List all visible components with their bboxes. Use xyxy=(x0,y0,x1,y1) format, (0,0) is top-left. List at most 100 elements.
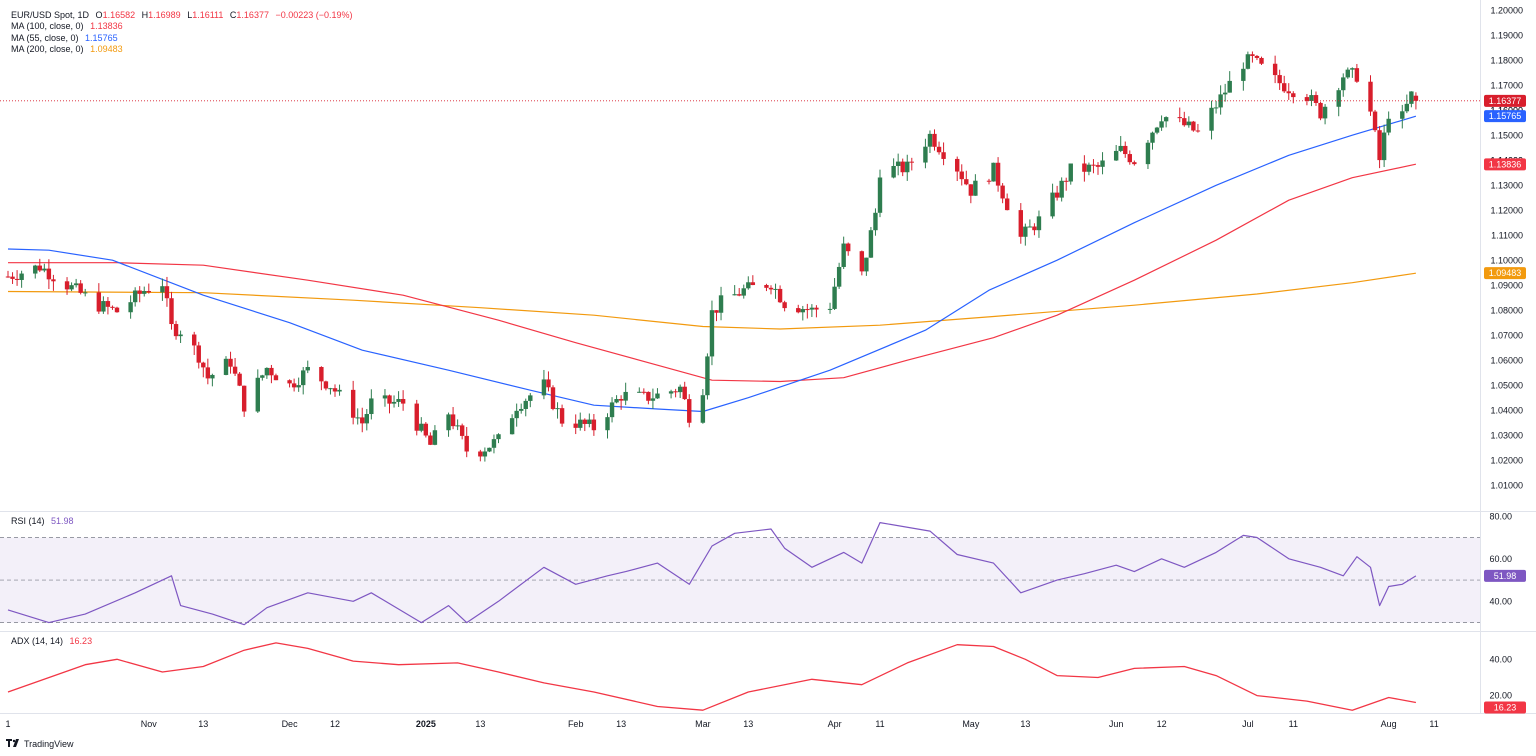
candle-body xyxy=(414,403,419,431)
time-tick-label: 1 xyxy=(5,719,10,729)
candle-body xyxy=(1350,68,1355,70)
candle-body xyxy=(800,309,805,313)
candle-body xyxy=(291,383,297,388)
candle-body xyxy=(841,243,846,267)
candle-body xyxy=(805,309,810,311)
candle-body xyxy=(101,301,106,312)
candle-body xyxy=(128,302,133,313)
candle-body xyxy=(446,414,451,431)
low-label: L xyxy=(187,10,193,20)
time-tick-label: May xyxy=(962,719,980,729)
candle-body xyxy=(1132,162,1137,165)
time-tick-label: Mar xyxy=(695,719,711,729)
candle-body xyxy=(955,158,960,172)
candle-body xyxy=(932,133,937,147)
candle-body xyxy=(323,381,329,389)
candle-body xyxy=(110,306,115,308)
time-tick-label: 13 xyxy=(1020,719,1030,729)
tradingview-brand[interactable]: TradingView xyxy=(6,739,74,749)
candle-body xyxy=(96,292,102,312)
adx-value-tag-bg xyxy=(1484,701,1526,714)
price-tick-label: 1.11000 xyxy=(1491,230,1523,240)
candle-body xyxy=(895,161,901,166)
adx-line xyxy=(7,642,1417,711)
price-tick-label: 1.02000 xyxy=(1490,455,1523,465)
ma55-value: 1.15765 xyxy=(85,32,118,43)
candle-body xyxy=(482,451,488,457)
candle-body xyxy=(1059,180,1064,198)
candle-body xyxy=(146,290,151,293)
adx-legend[interactable]: ADX (14, 14) 16.23 xyxy=(11,636,92,646)
price-tick-label: 1.07000 xyxy=(1490,330,1523,340)
candle-body xyxy=(714,310,719,313)
price-tick-label: 1.04000 xyxy=(1490,405,1523,415)
candle-body xyxy=(464,435,469,452)
candle-body xyxy=(868,230,874,258)
candle-body xyxy=(546,379,551,388)
ma55-price-tag-bg xyxy=(1484,110,1526,123)
price-tick-label: 1.01000 xyxy=(1490,480,1523,490)
candle-body xyxy=(69,285,74,290)
time-tick-label: 13 xyxy=(198,719,208,729)
candle-body xyxy=(400,398,406,404)
candle-body xyxy=(1336,90,1341,107)
candle-body xyxy=(1145,142,1151,165)
candle-body xyxy=(509,418,515,435)
candle-body xyxy=(1000,185,1005,199)
candle-body xyxy=(1182,118,1187,126)
candle-body xyxy=(550,387,556,409)
candle-body xyxy=(1213,107,1219,109)
candle-body xyxy=(796,308,801,313)
time-tick-label: Jun xyxy=(1109,719,1124,729)
candle-body xyxy=(1409,91,1414,104)
ma100-value: 1.13836 xyxy=(90,21,123,32)
candle-body xyxy=(864,257,869,272)
rsi-value-tag: 51.98 xyxy=(1494,571,1517,581)
rsi-legend[interactable]: RSI (14) 51.98 xyxy=(11,516,74,526)
candle-body xyxy=(360,417,365,424)
ma200-legend[interactable]: MA (200, close, 0) 1.09483 xyxy=(11,44,353,55)
candle-body xyxy=(1159,121,1164,128)
symbol-label[interactable]: EUR/USD Spot, 1D xyxy=(11,10,90,20)
candle-body xyxy=(382,395,388,399)
candle-body xyxy=(677,386,683,393)
rsi-band xyxy=(0,537,1480,623)
change-value: −0.00223 (−0.19%) xyxy=(275,10,353,20)
candle-body xyxy=(301,370,306,386)
price-tick-label: 1.15000 xyxy=(1490,130,1523,140)
candle-body xyxy=(559,408,565,424)
candle-body xyxy=(1082,163,1087,172)
rsi-label: RSI (14) xyxy=(11,516,45,526)
candle-body xyxy=(1404,103,1410,112)
time-tick-label: 12 xyxy=(1157,719,1167,729)
candle-body xyxy=(201,362,206,368)
candle-body xyxy=(1282,83,1287,92)
price-tick-label: 1.03000 xyxy=(1490,430,1523,440)
candle-body xyxy=(700,395,706,423)
candle-body xyxy=(1250,54,1255,56)
candle-body xyxy=(5,276,11,278)
price-tick-label: 1.10000 xyxy=(1490,255,1523,265)
ma55-legend[interactable]: MA (55, close, 0) 1.15765 xyxy=(11,33,353,44)
adx-legend-value: 16.23 xyxy=(69,636,93,646)
main-legend: EUR/USD Spot, 1D O1.16582 H1.16989 L1.16… xyxy=(11,10,353,55)
candle-body xyxy=(905,161,910,173)
candle-body xyxy=(264,367,270,376)
candle-body xyxy=(419,423,424,431)
candle-body xyxy=(1095,165,1101,167)
candle-body xyxy=(514,410,519,419)
adx-tick-label: 20.00 xyxy=(1489,691,1512,701)
candle-body xyxy=(873,212,878,231)
candle-body xyxy=(73,283,79,286)
ma100-legend[interactable]: MA (100, close, 0) 1.13836 xyxy=(11,21,353,32)
candle-body xyxy=(1064,180,1069,182)
candle-body xyxy=(178,334,183,337)
candle-body xyxy=(142,290,147,294)
candle-body xyxy=(650,398,656,401)
candle-body xyxy=(1386,118,1391,133)
close-value: 1.16377 xyxy=(236,10,269,20)
candle-body xyxy=(1400,111,1405,119)
